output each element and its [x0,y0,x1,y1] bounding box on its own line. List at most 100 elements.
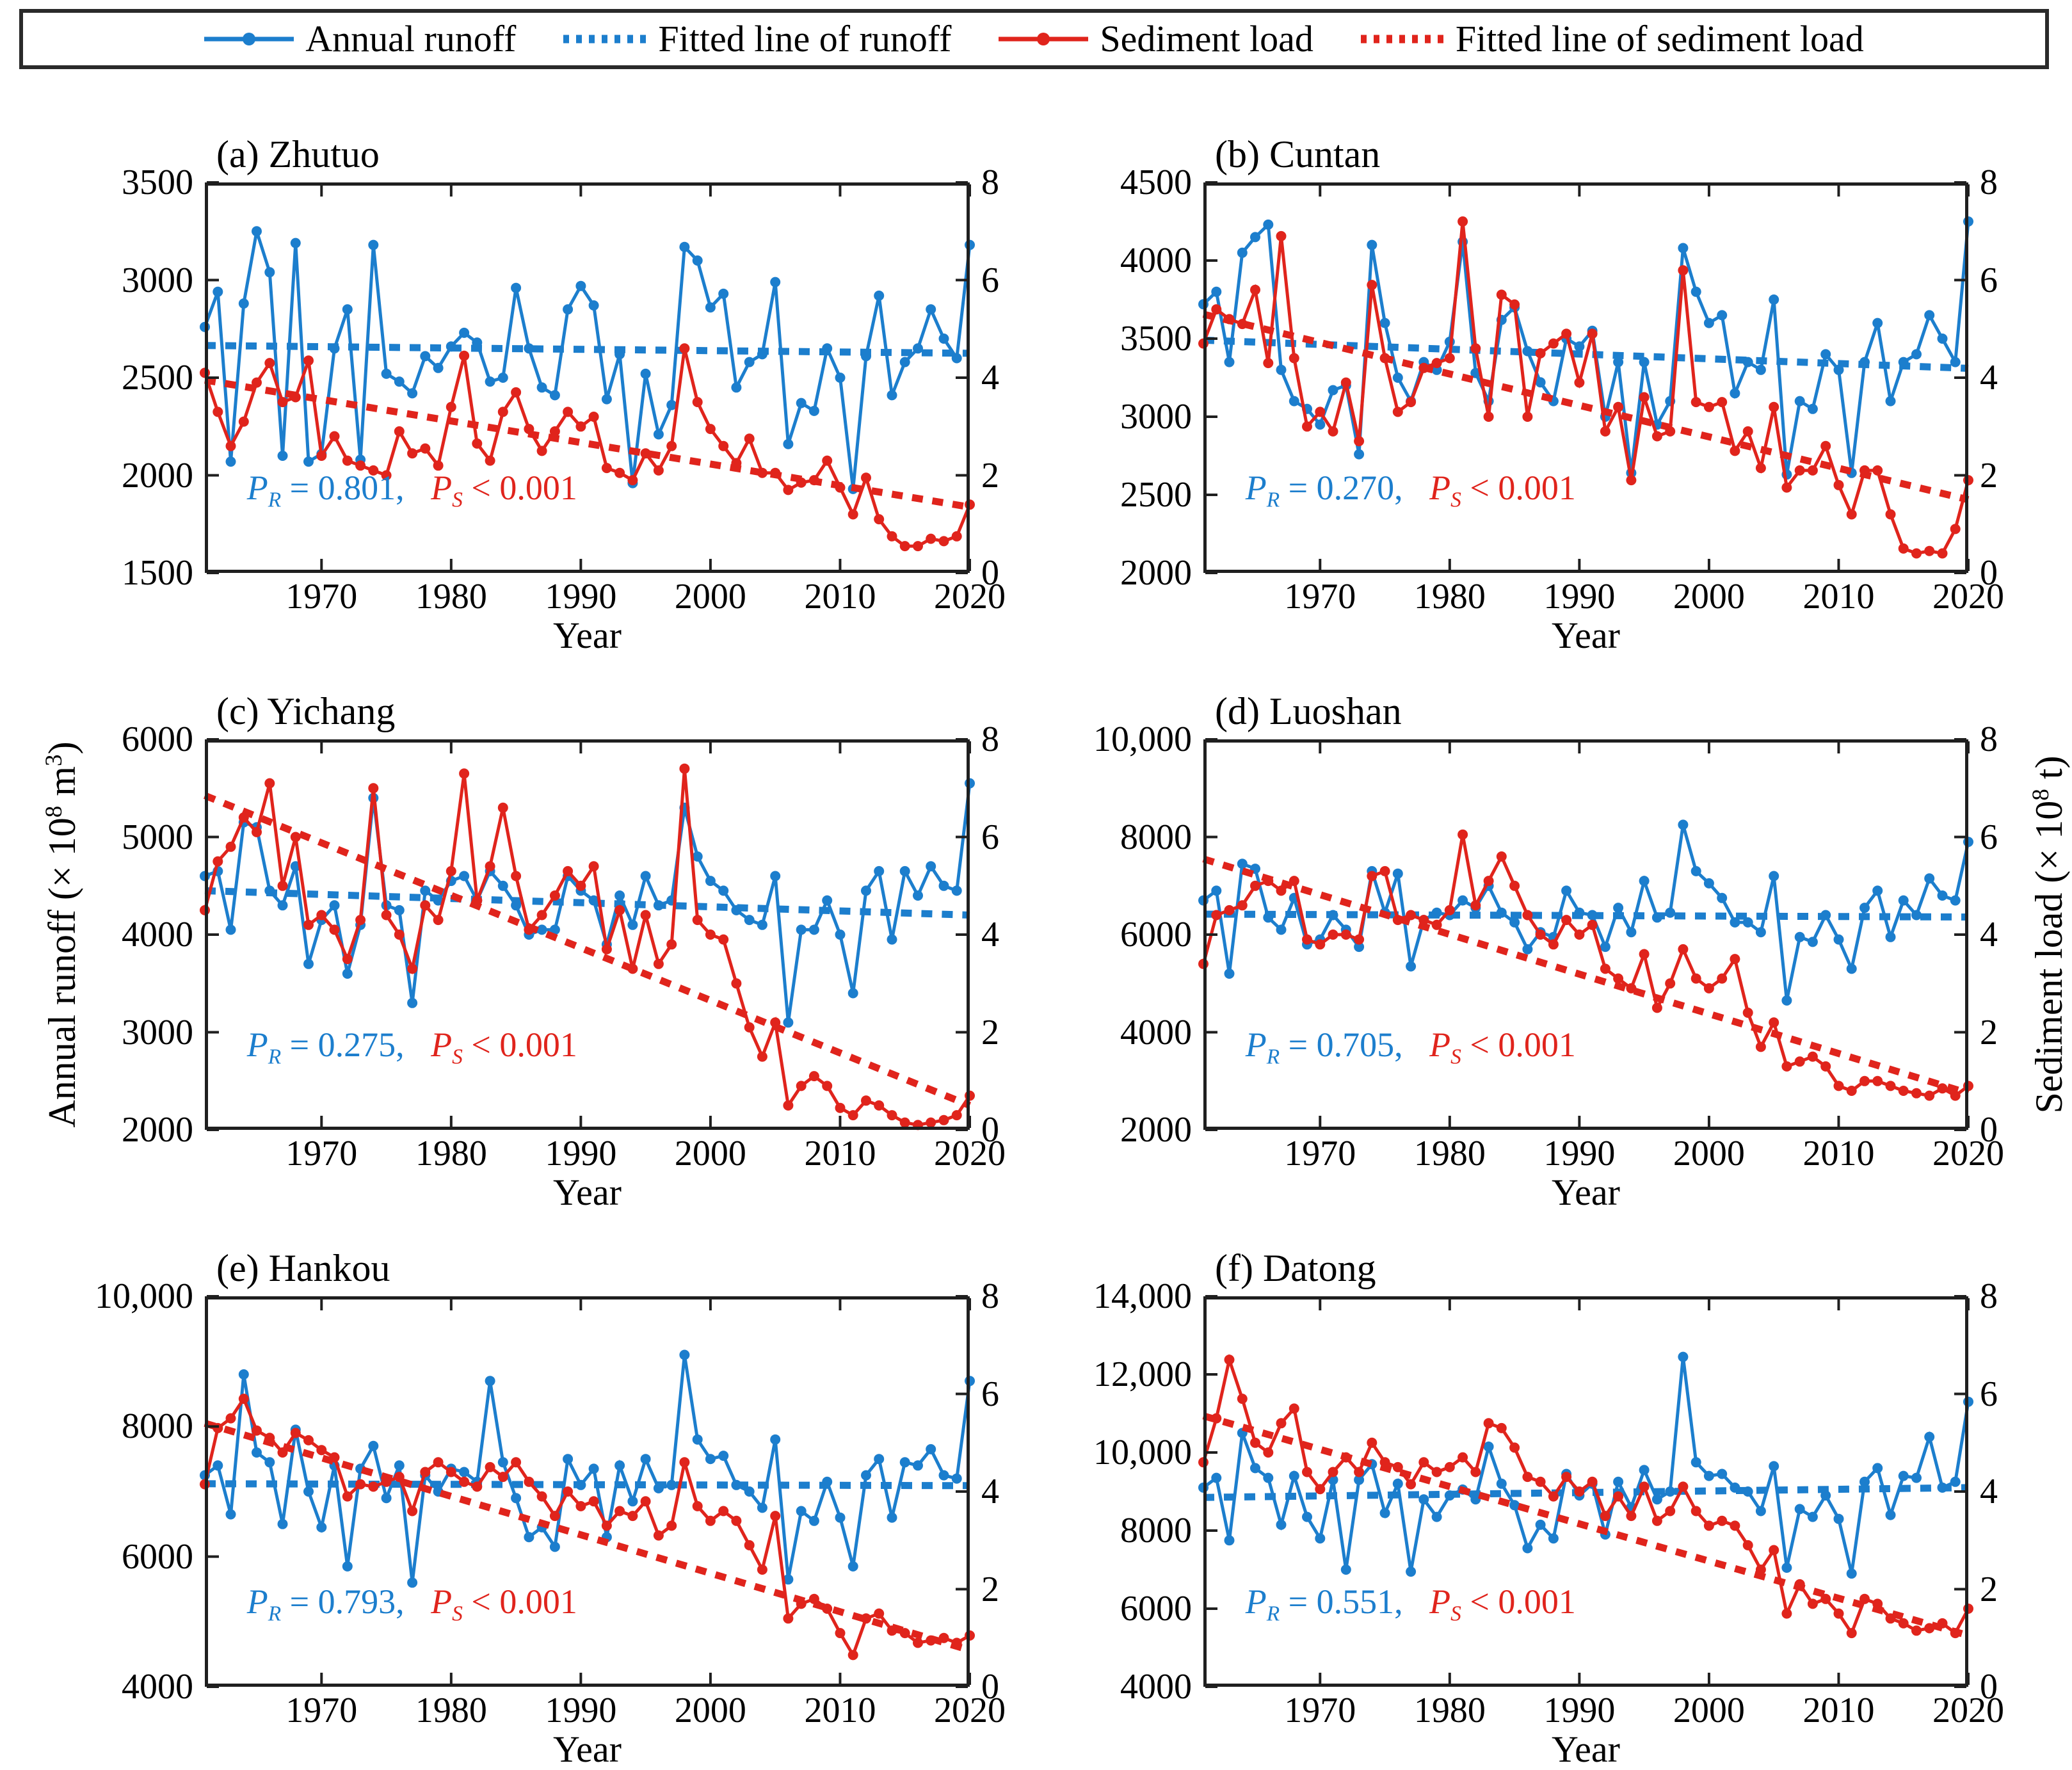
plot-area [200,181,975,574]
tick-label: 0 [981,1110,999,1150]
panel-title: (a) Zhutuo [216,133,380,175]
tick-label: 8 [1980,1276,1998,1316]
tick-label: 1990 [1543,1691,1616,1730]
legend-item-sediment-load: Sediment load [999,20,1313,58]
plot-area [1198,1295,1973,1688]
panel-title: (f) Datong [1215,1247,1376,1289]
legend-label: Annual runoff [305,18,517,60]
tick-label: 2000 [1673,1691,1745,1730]
tick-label: 2000 [1120,553,1192,593]
tick-label: 2020 [1932,577,2004,616]
sediment-line-marker-icon [999,33,1089,45]
tick-label: 1980 [1413,1134,1486,1173]
tick-label: 2 [981,455,999,495]
p-value-annotation: PR = 0.705, PS < 0.001 [1245,1026,1576,1070]
tick-label: 2 [1980,1569,1998,1609]
legend-label: Sediment load [1100,18,1313,60]
legend-label: Fitted line of sediment load [1455,18,1864,60]
tick-label: 14,000 [1093,1276,1192,1316]
x-axis-label: Year [553,1171,622,1213]
tick-label: 4000 [122,1667,193,1707]
tick-label: 8000 [1120,817,1192,857]
tick-label: 4000 [1120,1667,1192,1707]
tick-label: 3500 [122,163,193,202]
tick-label: 12,000 [1093,1355,1192,1394]
legend-item-annual-runoff: Annual runoff [204,20,516,58]
tick-label: 4500 [1120,163,1192,202]
tick-label: 0 [981,1667,999,1707]
p-value-annotation: PR = 0.551, PS < 0.001 [1245,1582,1576,1627]
subplot-c-yichang: (c) Yichang 2000 3000 4000 5000 6000 0 2 4 6 8 1… [122,691,1006,1212]
tick-label: 2020 [934,577,1006,616]
tick-label: 1980 [415,577,487,616]
tick-label: 8 [981,720,999,759]
tick-label: 2010 [804,1134,876,1173]
tick-label: 1980 [1413,577,1486,616]
tick-label: 1980 [415,1134,487,1173]
tick-label: 2020 [934,1691,1006,1730]
tick-label: 2020 [1932,1691,2004,1730]
tick-label: 6 [981,1374,999,1414]
subplot-a-zhutuo: (a) Zhutuo 1500 2000 2500 3000 3500 0 2 4 6 8 19… [122,134,1006,655]
legend: Annual runoff Fitted line of runoff Sedi… [19,9,2049,69]
tick-label: 1970 [285,577,358,616]
tick-label: 1990 [545,1691,617,1730]
tick-label: 2 [981,1569,999,1609]
x-axis-label: Year [553,615,622,656]
tick-label: 2000 [1120,1110,1192,1150]
subplot-b-cuntan: (b) Cuntan 2000 2500 3000 3500 4000 4500 0 2 4 6… [1120,134,2004,655]
tick-label: 2000 [122,1110,193,1150]
panel-title: (e) Hankou [216,1247,390,1289]
tick-label: 8 [981,1276,999,1316]
tick-label: 4 [981,358,999,398]
tick-label: 1970 [1284,1134,1356,1173]
tick-label: 3000 [122,260,193,300]
tick-label: 2010 [1803,577,1875,616]
p-value-annotation: PR = 0.275, PS < 0.001 [246,1026,577,1070]
tick-label: 2020 [1932,1134,2004,1173]
tick-label: 5000 [122,817,193,857]
plot-area [1198,181,1973,574]
tick-label: 1990 [545,577,617,616]
tick-label: 2000 [674,1691,746,1730]
tick-label: 1990 [1543,577,1616,616]
tick-label: 2 [981,1012,999,1052]
tick-label: 1970 [1284,577,1356,616]
tick-label: 6000 [122,1536,193,1577]
subplot-f-datong: (f) Datong 4000 6000 8000 10,000 12,000 14,00… [1093,1248,2004,1769]
plot-area [1198,738,1973,1131]
tick-label: 6 [981,260,999,300]
tick-label: 8 [1980,163,1998,202]
tick-label: 1500 [122,553,193,593]
tick-label: 6 [981,817,999,857]
tick-label: 6000 [1120,915,1192,954]
plot-area [200,738,975,1131]
tick-label: 1990 [1543,1134,1616,1173]
x-axis-label: Year [1552,615,1620,656]
tick-label: 4 [981,915,999,954]
tick-label: 2 [1980,455,1998,495]
tick-label: 6000 [122,720,193,759]
tick-label: 6000 [1120,1589,1192,1629]
legend-label: Fitted line of runoff [658,18,952,60]
plot-area [200,1295,975,1688]
tick-label: 4000 [1120,241,1192,280]
tick-label: 2010 [1803,1134,1875,1173]
tick-label: 2000 [1673,1134,1745,1173]
tick-label: 8 [981,163,999,202]
tick-label: 4 [1980,1472,1998,1511]
tick-label: 2000 [674,577,746,616]
tick-label: 1970 [285,1691,358,1730]
tick-label: 3000 [1120,397,1192,437]
tick-label: 2000 [122,455,193,495]
tick-label: 4 [981,1472,999,1511]
tick-label: 2500 [122,358,193,398]
subplot-e-hankou: (e) Hankou 4000 6000 8000 10,000 0 2 4 6 8 1970… [95,1248,1006,1769]
panel-title: (c) Yichang [216,690,396,732]
tick-label: 10,000 [1093,1433,1192,1472]
runoff-dashed-line-icon [563,35,647,44]
tick-label: 2010 [1803,1691,1875,1730]
p-value-annotation: PR = 0.793, PS < 0.001 [246,1582,577,1627]
subplot-d-luoshan: (d) Luoshan 2000 4000 6000 8000 10,000 0 2 4 6 8… [1093,691,2004,1212]
tick-label: 0 [981,553,999,593]
